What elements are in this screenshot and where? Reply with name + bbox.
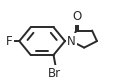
Text: Br: Br [48, 66, 61, 80]
Text: N: N [67, 35, 76, 48]
Text: F: F [6, 35, 13, 48]
Text: O: O [72, 10, 82, 23]
